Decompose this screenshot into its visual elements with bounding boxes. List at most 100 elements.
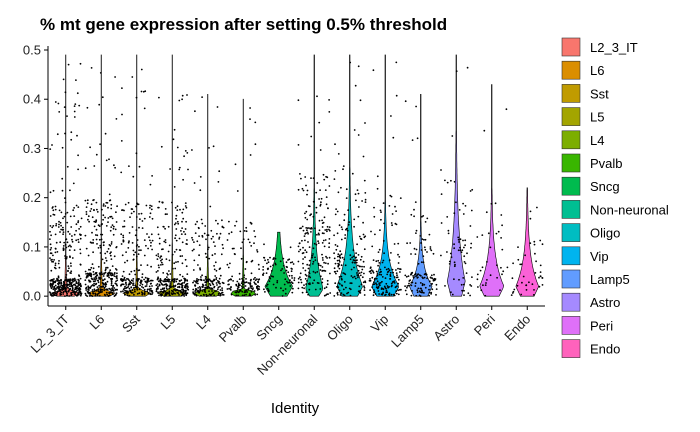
data-point	[64, 132, 66, 135]
data-point	[99, 244, 102, 247]
data-point	[181, 98, 184, 101]
data-point	[193, 259, 196, 262]
data-point	[173, 278, 176, 280]
data-point	[128, 273, 131, 276]
data-point	[91, 231, 93, 234]
data-point	[282, 257, 285, 260]
data-point	[169, 286, 172, 289]
data-point	[161, 201, 164, 204]
data-point	[376, 175, 379, 178]
data-point	[60, 287, 63, 289]
data-point	[353, 225, 355, 228]
data-point	[116, 272, 118, 275]
data-point	[112, 225, 115, 228]
data-point	[250, 287, 253, 290]
data-point	[140, 68, 143, 71]
data-point	[110, 241, 113, 243]
data-point	[75, 223, 78, 226]
data-point	[305, 210, 308, 213]
data-point	[352, 255, 355, 258]
data-point	[235, 291, 238, 294]
data-point	[369, 266, 372, 269]
data-point	[58, 111, 61, 113]
data-point	[73, 233, 76, 236]
data-point	[138, 288, 141, 290]
data-point	[169, 284, 172, 287]
data-point	[155, 288, 158, 291]
data-point	[245, 278, 247, 280]
data-point	[396, 274, 398, 277]
data-point	[318, 264, 320, 267]
data-point	[297, 144, 300, 146]
data-point	[98, 292, 100, 294]
violin-Astro	[446, 54, 466, 297]
data-point	[68, 288, 71, 291]
data-point	[343, 219, 346, 222]
data-point	[321, 281, 324, 284]
data-point	[369, 279, 372, 282]
data-point	[208, 278, 211, 281]
data-point	[79, 294, 82, 297]
data-point	[145, 285, 148, 287]
data-point	[529, 210, 532, 213]
data-point	[151, 292, 154, 294]
data-point	[269, 256, 271, 259]
data-point	[524, 254, 526, 257]
data-point	[322, 173, 325, 176]
data-point	[54, 233, 57, 236]
data-point	[174, 237, 177, 240]
data-point	[538, 285, 541, 288]
y-tick-label: 0.0	[23, 289, 41, 304]
data-point	[428, 233, 431, 236]
data-point	[328, 229, 331, 232]
data-point	[107, 206, 109, 209]
data-point	[324, 262, 327, 264]
data-point	[159, 290, 162, 293]
data-point	[325, 196, 328, 199]
data-point	[406, 242, 408, 245]
data-point	[416, 137, 419, 140]
data-point	[74, 293, 77, 296]
data-point	[347, 223, 350, 226]
data-point	[358, 285, 361, 288]
data-point	[102, 285, 105, 288]
data-point	[115, 280, 117, 283]
data-point	[60, 211, 63, 214]
data-point	[212, 235, 214, 238]
data-point	[133, 210, 135, 213]
data-point	[73, 116, 76, 118]
data-point	[89, 146, 91, 149]
data-point	[56, 291, 59, 294]
data-point	[149, 293, 152, 296]
data-point	[91, 278, 94, 281]
data-point	[68, 281, 71, 284]
data-point	[354, 84, 357, 87]
data-point	[426, 217, 429, 220]
data-point	[245, 230, 248, 233]
data-point	[49, 243, 52, 246]
data-point	[129, 290, 132, 293]
data-point	[338, 259, 341, 262]
data-point	[92, 271, 95, 273]
data-point	[104, 205, 107, 207]
data-point	[281, 295, 284, 297]
data-point	[130, 282, 133, 284]
data-point	[127, 241, 130, 244]
data-point	[126, 286, 128, 289]
data-point	[285, 261, 288, 264]
data-point	[213, 268, 216, 271]
data-point	[485, 282, 487, 284]
data-point	[385, 287, 387, 290]
data-point	[138, 249, 141, 252]
data-point	[86, 202, 89, 205]
legend-swatch	[561, 316, 581, 335]
data-point	[172, 290, 174, 293]
data-point	[234, 163, 237, 166]
data-point	[423, 276, 426, 279]
data-point	[49, 292, 52, 294]
data-point	[395, 292, 398, 295]
data-point	[147, 279, 150, 281]
data-point	[108, 292, 111, 295]
data-point	[213, 286, 216, 289]
